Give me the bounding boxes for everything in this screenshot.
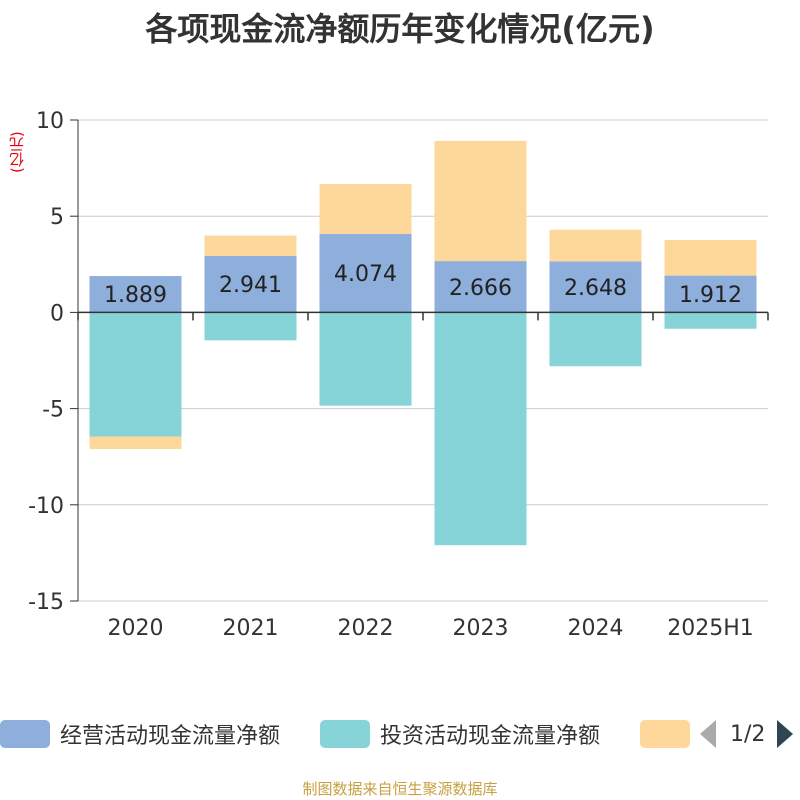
x-tick-label: 2024 — [568, 616, 624, 641]
y-tick-label: 10 — [36, 109, 64, 134]
data-source-note: 制图数据来自恒生聚源数据库 — [302, 780, 498, 798]
legend-prev-page-icon[interactable] — [700, 720, 716, 748]
bar-2022-series-2 — [319, 183, 412, 235]
y-tick-label: 5 — [50, 205, 64, 230]
bar-2021-series-0 — [204, 255, 297, 313]
bar-2025H1-series-2 — [664, 240, 757, 276]
bar-2024-series-0 — [549, 261, 642, 313]
legend-label-investing: 投资活动现金流量净额 — [380, 724, 601, 749]
bar-2023-series-1 — [434, 312, 527, 546]
x-tick-label: 2023 — [453, 616, 509, 641]
bar-2024-series-1 — [549, 312, 642, 367]
legend-swatch-financing — [640, 720, 690, 748]
y-tick-label: -5 — [42, 398, 64, 423]
bar-2021-series-1 — [204, 312, 297, 341]
bar-2020-series-1 — [89, 312, 182, 437]
bar-2020-series-0 — [89, 276, 182, 313]
legend-pager: 1/2 — [700, 714, 800, 754]
y-tick-label: -10 — [28, 494, 64, 519]
bar-2025H1-series-1 — [664, 312, 757, 329]
y-tick-label: 0 — [50, 301, 64, 326]
legend-swatch-operating — [0, 720, 50, 748]
bar-2024-series-2 — [549, 229, 642, 262]
bar-2023-series-2 — [434, 140, 527, 262]
bar-2022-series-0 — [319, 234, 412, 313]
x-tick-label: 2025H1 — [667, 616, 754, 641]
x-tick-label: 2020 — [108, 616, 164, 641]
y-tick-label: -15 — [28, 590, 64, 615]
bar-2025H1-series-0 — [664, 275, 757, 313]
bar-2021-series-2 — [204, 235, 297, 256]
bar-2022-series-1 — [319, 312, 412, 406]
chart-title: 各项现金流净额历年变化情况(亿元) — [145, 10, 655, 48]
legend-label-operating: 经营活动现金流量净额 — [60, 724, 281, 749]
bar-2023-series-0 — [434, 261, 527, 313]
x-tick-label: 2021 — [223, 616, 279, 641]
data-label: 2.941 — [219, 273, 282, 298]
legend-item-financing[interactable] — [640, 714, 700, 754]
legend-item-operating[interactable]: 经营活动现金流量净额 — [0, 714, 280, 754]
data-label: 1.912 — [679, 283, 742, 308]
data-label: 4.074 — [334, 262, 397, 287]
bar-2020-series-2 — [89, 436, 182, 450]
axes — [70, 119, 769, 602]
legend-page-indicator: 1/2 — [730, 721, 766, 747]
legend-next-page-icon[interactable] — [777, 720, 794, 748]
legend-item-investing[interactable]: 投资活动现金流量净额 — [320, 714, 600, 754]
data-label: 2.648 — [564, 276, 627, 301]
x-tick-label: 2022 — [338, 616, 394, 641]
grid-lines — [78, 119, 768, 602]
labels: 10 5 0 -5 -10 -15 1.889 2020 2.941 2021 4.074 2022 2… — [28, 109, 754, 641]
legend-swatch-investing — [320, 720, 370, 748]
bars — [89, 140, 757, 546]
legend: 经营活动现金流量净额 投资活动现金流量净额 1/2 — [0, 714, 800, 754]
data-label: 1.889 — [104, 283, 167, 308]
data-label: 2.666 — [449, 276, 512, 301]
